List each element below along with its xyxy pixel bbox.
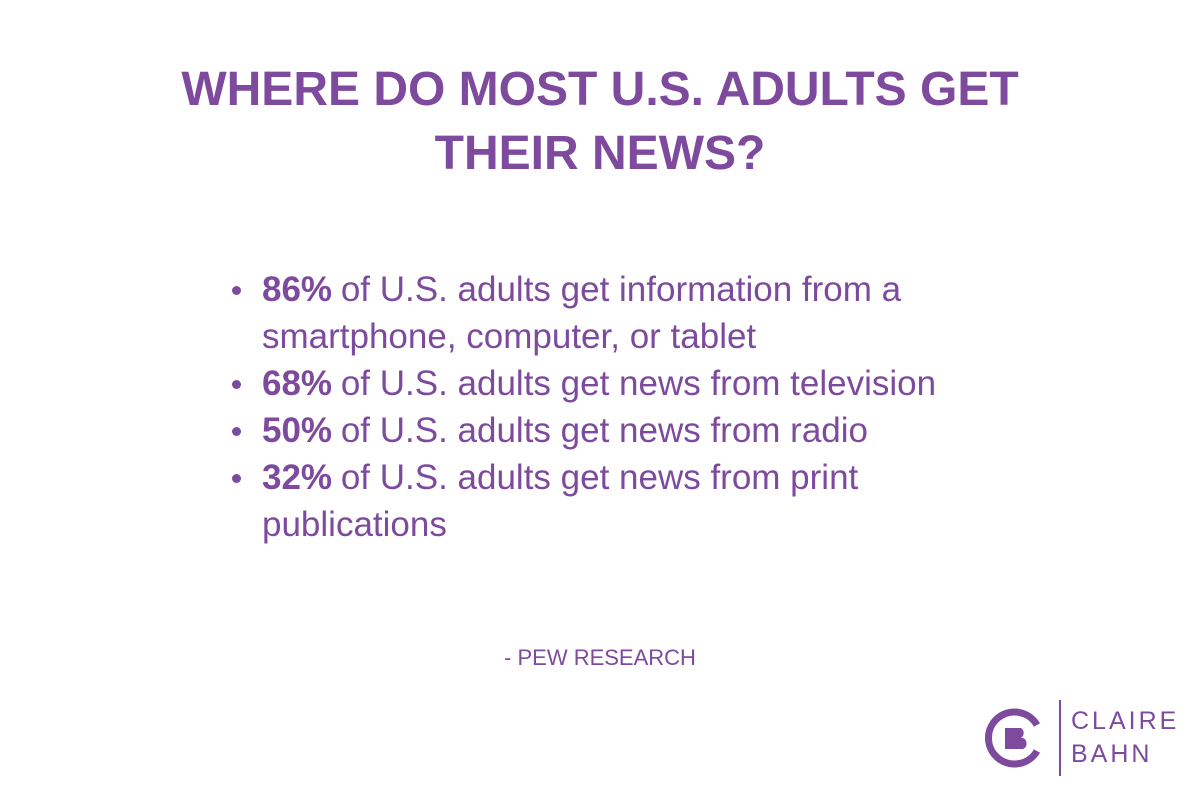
stat-item: 32% of U.S. adults get news from print pu… <box>230 454 990 548</box>
stat-text: of U.S. adults get news from radio <box>340 411 868 450</box>
logo-text: CLAIRE <box>1071 707 1180 735</box>
stat-value: 86% <box>262 270 333 309</box>
stat-value: 32% <box>262 458 333 497</box>
source: - PEW RESEARCH <box>504 645 696 670</box>
stat-value: 68% <box>262 364 333 403</box>
stat-item: 86% of U.S. adults get information from a… <box>230 266 990 360</box>
stat-list: 86% of U.S. adults get information from a… <box>230 266 990 548</box>
logo-icon <box>985 708 1041 768</box>
stat-text: of U.S. adults get news from television <box>340 364 937 403</box>
title: WHERE DO MOST U.S. ADULTS GET THEIR NEWS… <box>181 63 1019 180</box>
stat-item: 50% of U.S. adults get news from radio <box>230 407 990 454</box>
stat-value: 50% <box>262 411 333 450</box>
logo-divider <box>1059 700 1061 776</box>
stat-text: of U.S. adults get news from print publi… <box>262 458 859 544</box>
logo-text: BAHN <box>1071 740 1153 768</box>
stat-text: of U.S. adults get information from a sm… <box>262 270 902 356</box>
stat-item: 68% of U.S. adults get news from televisi… <box>230 360 990 407</box>
